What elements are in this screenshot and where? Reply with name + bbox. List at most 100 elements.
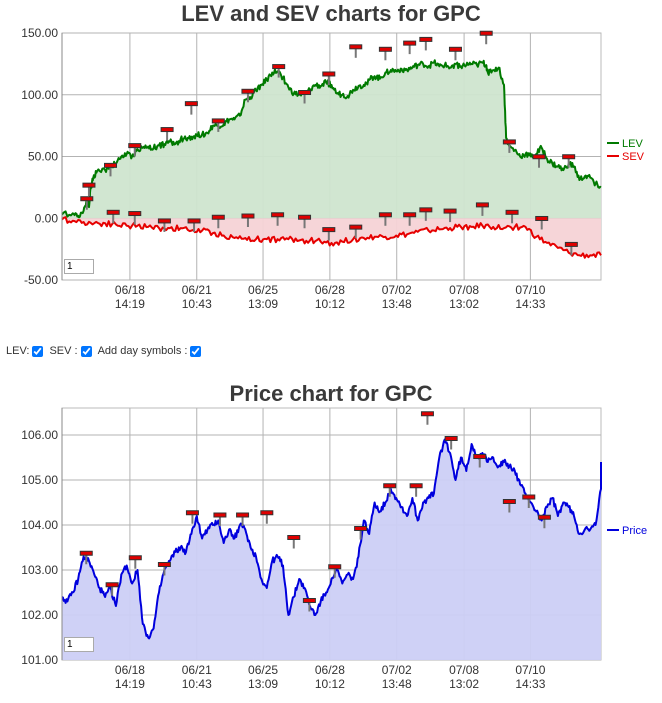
day-marker-flag (535, 215, 549, 221)
day-symbols-checkbox[interactable] (190, 345, 202, 357)
x-tick-date: 07/02 (382, 663, 412, 677)
day-symbols-toggle-label: Add day symbols : (97, 345, 188, 357)
day-marker-flag (104, 162, 118, 168)
x-tick-date: 07/08 (449, 663, 479, 677)
day-marker (157, 218, 171, 232)
sev-toggle-checkbox[interactable] (80, 345, 92, 357)
day-marker (444, 436, 458, 450)
day-marker-flag (241, 213, 255, 219)
day-marker (473, 454, 487, 468)
day-marker-flag (241, 88, 255, 94)
day-marker (522, 494, 536, 508)
price-line (61, 438, 602, 640)
day-marker-flag (160, 127, 174, 133)
x-tick-time: 10:12 (315, 677, 345, 691)
day-marker-flag (349, 224, 363, 230)
day-marker (236, 512, 250, 526)
lev-toggle-label: LEV: (6, 345, 30, 357)
x-tick-date: 07/08 (449, 283, 479, 297)
day-marker (185, 510, 199, 524)
x-tick-time: 14:33 (515, 677, 545, 691)
day-marker (403, 212, 417, 226)
lev-page-input[interactable] (64, 259, 94, 274)
day-marker (287, 535, 301, 549)
day-marker (79, 550, 93, 565)
day-marker-flag (185, 510, 199, 516)
day-marker-flag (79, 550, 93, 556)
x-tick-time: 13:02 (449, 677, 479, 691)
day-marker (354, 526, 368, 540)
x-tick-date: 06/25 (248, 663, 278, 677)
day-marker-flag (475, 202, 489, 208)
x-tick-time: 14:33 (515, 297, 545, 311)
day-marker (328, 564, 342, 578)
day-marker (564, 241, 578, 256)
day-marker (475, 202, 489, 216)
lev-toggle-checkbox[interactable] (32, 345, 44, 357)
day-marker-flag (272, 64, 286, 70)
price-area (62, 439, 601, 660)
day-marker (106, 209, 120, 224)
day-marker (419, 36, 433, 51)
day-marker-flag (184, 101, 198, 107)
price-chart-title: Price chart for GPC (229, 381, 433, 406)
x-tick-time: 14:19 (115, 297, 145, 311)
day-marker (443, 208, 457, 223)
day-marker (532, 154, 546, 168)
y-tick-label: 150.00 (21, 26, 58, 40)
day-marker (298, 90, 312, 104)
day-marker-flag (211, 214, 225, 220)
price-page-input[interactable] (64, 637, 94, 652)
day-marker (213, 512, 227, 526)
day-marker-flag (157, 218, 171, 224)
day-marker (184, 101, 198, 115)
x-tick-time: 13:02 (449, 297, 479, 311)
x-tick-date: 06/28 (315, 283, 345, 297)
day-marker (479, 30, 493, 45)
day-marker-flag (403, 212, 417, 218)
day-marker (302, 598, 316, 612)
x-tick-date: 07/10 (515, 283, 545, 297)
day-marker (260, 510, 274, 524)
x-tick-date: 06/25 (248, 283, 278, 297)
day-marker (82, 182, 96, 197)
day-marker-flag (419, 207, 433, 213)
day-marker-flag (505, 209, 519, 215)
lev-chart-title: LEV and SEV charts for GPC (181, 1, 481, 26)
day-marker-flag (354, 526, 368, 531)
series-controls: LEV: SEV : Add day symbols : (6, 345, 205, 357)
y-tick-label: 106.00 (21, 428, 58, 442)
x-tick-time: 13:48 (382, 677, 412, 691)
day-marker (502, 139, 516, 153)
price-chart[interactable]: 106.00 105.00 104.00 103.00 102.00 101.00 06/1… (0, 380, 662, 703)
day-marker-flag (378, 46, 392, 52)
day-marker (383, 483, 397, 497)
day-marker-flag (349, 44, 363, 50)
day-marker-flag (328, 564, 342, 570)
day-marker (187, 218, 201, 232)
x-tick-date: 06/18 (115, 663, 145, 677)
day-marker (409, 483, 423, 497)
sev-line (61, 216, 602, 259)
day-marker-flag (105, 582, 119, 588)
day-marker-flag (106, 209, 120, 215)
y-tick-label: 104.00 (21, 518, 58, 532)
day-marker-flag (562, 154, 576, 160)
day-marker (349, 44, 363, 58)
day-marker (562, 154, 576, 168)
day-marker (298, 214, 312, 229)
day-marker (403, 40, 417, 55)
day-marker-flag (537, 514, 551, 520)
y-tick-label: 100.00 (21, 88, 58, 102)
day-marker (502, 499, 516, 513)
day-marker-flag (271, 212, 285, 218)
day-marker (104, 162, 118, 177)
day-marker (160, 127, 174, 141)
day-marker (537, 514, 551, 529)
day-marker (535, 215, 549, 230)
y-tick-label: 103.00 (21, 563, 58, 577)
day-marker-flag (383, 483, 397, 489)
day-marker (241, 88, 255, 103)
day-marker (378, 46, 392, 61)
